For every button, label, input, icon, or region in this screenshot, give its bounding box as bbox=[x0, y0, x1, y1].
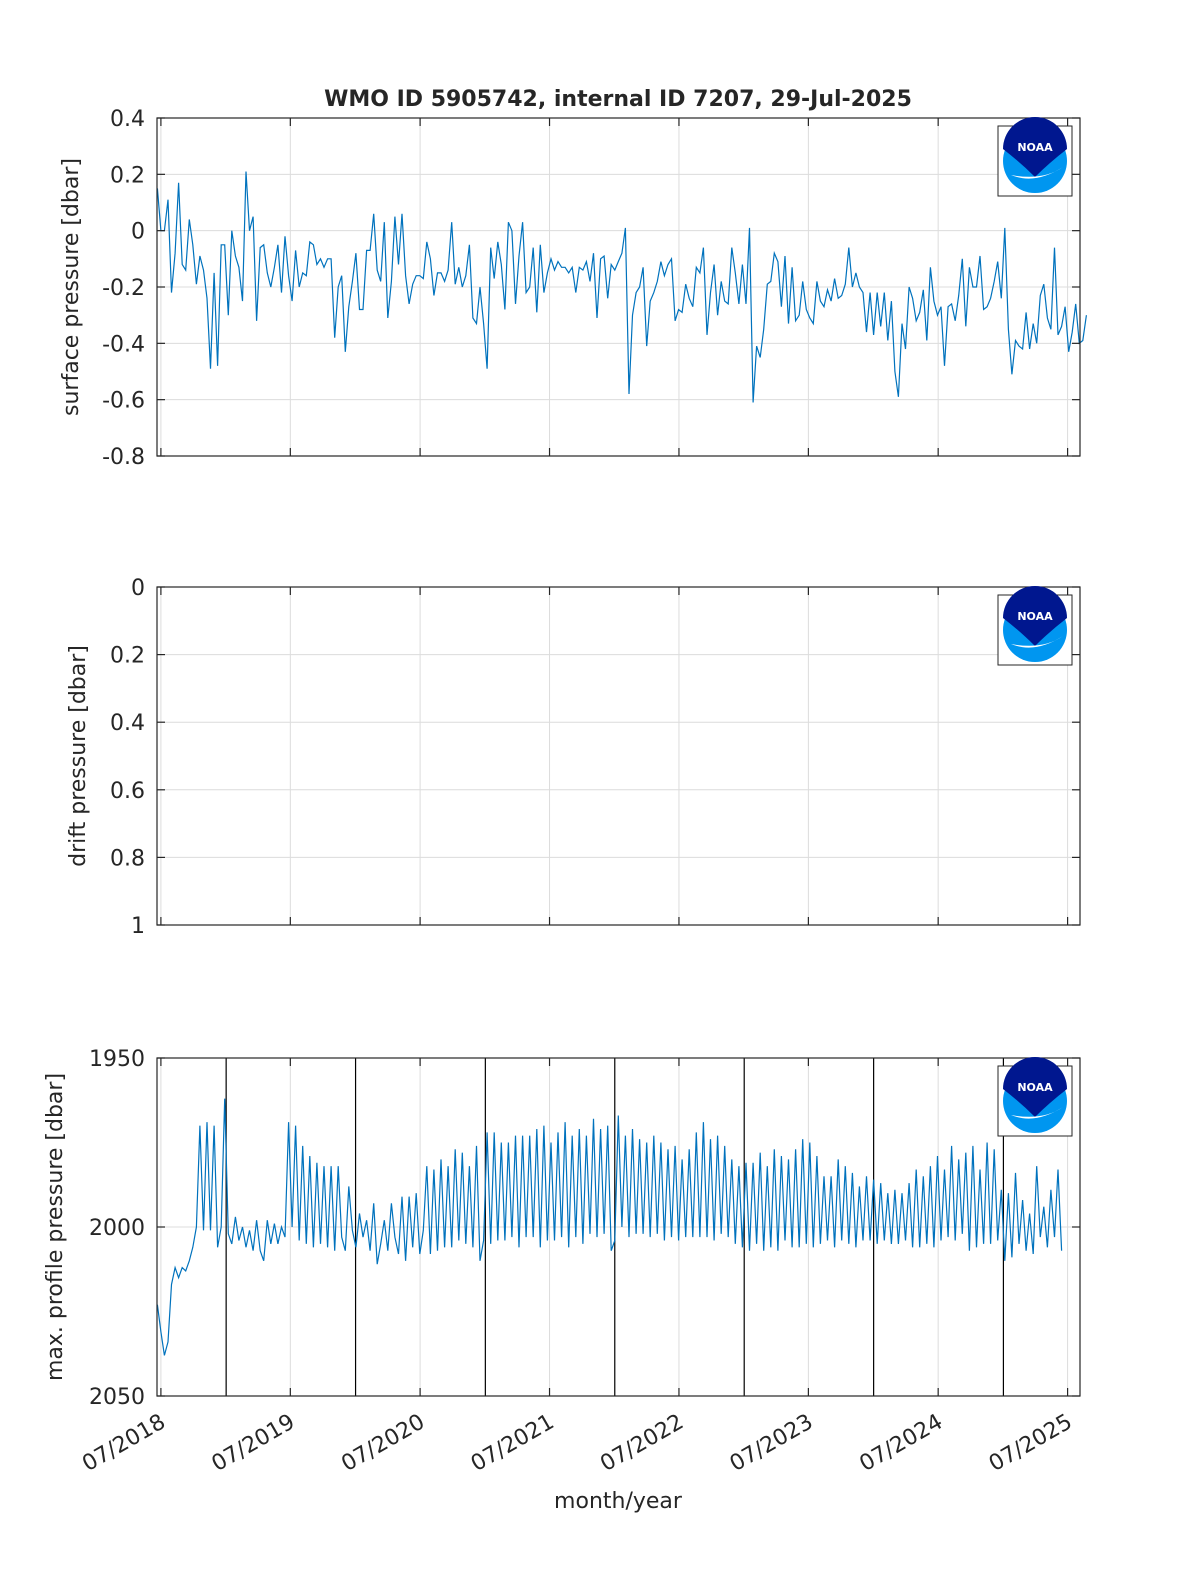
noaa-logo: NOAA bbox=[997, 586, 1073, 666]
logo-top bbox=[1003, 586, 1067, 646]
y-axis-label: surface pressure [dbar] bbox=[59, 158, 84, 416]
y-tick-label: 2000 bbox=[89, 1216, 145, 1241]
y-tick-label: 0.6 bbox=[110, 779, 145, 804]
y-tick-label: -0.6 bbox=[102, 389, 145, 414]
y-tick-label: 0 bbox=[131, 576, 145, 601]
chart-title: WMO ID 5905742, internal ID 7207, 29-Jul… bbox=[324, 87, 912, 112]
y-tick-label: -0.2 bbox=[102, 276, 145, 301]
x-axis-label: month/year bbox=[554, 1489, 683, 1514]
x-tick-label: 07/2020 bbox=[337, 1410, 429, 1477]
y-tick-label: 0.4 bbox=[110, 107, 145, 132]
y-axis-label: max. profile pressure [dbar] bbox=[43, 1073, 68, 1381]
noaa-logo: NOAA bbox=[997, 117, 1073, 197]
series-line-3 bbox=[156, 1098, 1063, 1356]
noaa-logo: NOAA bbox=[997, 1057, 1073, 1137]
axes-box bbox=[156, 586, 1081, 926]
x-tick-label: 07/2021 bbox=[467, 1410, 559, 1477]
y-tick-label: 2050 bbox=[89, 1385, 145, 1410]
y-tick-label: 0 bbox=[131, 220, 145, 245]
logo-text: NOAA bbox=[1017, 610, 1053, 623]
subplot-1: 0.4 0.2 0 -0.2 -0.4 -0.6 -0.8 surface pressure … bbox=[59, 107, 1087, 470]
y-tick-label: 1 bbox=[131, 914, 145, 939]
logo-text: NOAA bbox=[1017, 1081, 1053, 1094]
x-tick-label: 07/2025 bbox=[985, 1410, 1077, 1477]
x-tick-label: 07/2023 bbox=[726, 1410, 818, 1477]
logo-text: NOAA bbox=[1017, 141, 1053, 154]
panels: 0.4 0.2 0 -0.2 -0.4 -0.6 -0.8 surface pressure … bbox=[43, 107, 1087, 1477]
logo-top bbox=[1003, 1057, 1067, 1117]
x-tick-label: 07/2019 bbox=[208, 1410, 300, 1477]
x-tick-label: 07/2022 bbox=[596, 1410, 688, 1477]
logo-top bbox=[1003, 117, 1067, 177]
y-tick-label: 0.8 bbox=[110, 846, 145, 871]
subplot-2: 0 0.2 0.4 0.6 0.8 1 drift pressure [dbar] NOAA bbox=[66, 576, 1081, 939]
x-tick-label: 07/2018 bbox=[78, 1410, 170, 1477]
y-tick-label: -0.4 bbox=[102, 332, 145, 357]
subplot-3: 1950 2000 2050 max. profile pressure [dbar]… bbox=[43, 1047, 1081, 1477]
x-tick-label: 07/2024 bbox=[856, 1410, 948, 1477]
y-tick-label: 0.4 bbox=[110, 711, 145, 736]
y-tick-label: 0.2 bbox=[110, 163, 145, 188]
y-tick-label: 0.2 bbox=[110, 644, 145, 669]
series-line-1 bbox=[156, 171, 1087, 403]
y-tick-label: -0.8 bbox=[102, 445, 145, 470]
y-axis-label: drift pressure [dbar] bbox=[66, 645, 91, 867]
y-tick-label: 1950 bbox=[89, 1047, 145, 1072]
